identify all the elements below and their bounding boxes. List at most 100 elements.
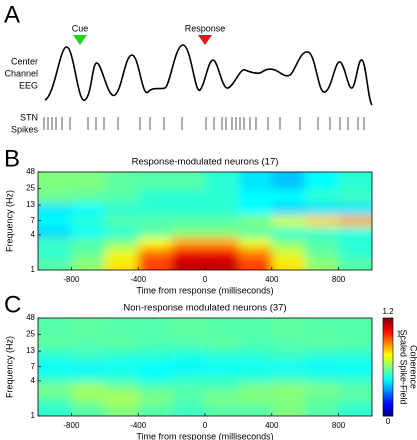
- colorbar-swatch: [383, 340, 393, 343]
- heat-cell: [205, 372, 239, 384]
- y-tick-label: 25: [26, 184, 35, 193]
- heat-cell: [205, 203, 239, 216]
- heat-cell: [338, 335, 372, 350]
- heat-cell: [138, 403, 173, 416]
- heat-cell: [138, 203, 173, 216]
- heat-cell: [138, 372, 173, 384]
- heat-cell: [338, 237, 372, 248]
- heat-cell: [38, 247, 72, 259]
- heat-cell: [104, 203, 139, 216]
- heat-cell: [104, 393, 139, 405]
- heat-cell: [238, 203, 273, 216]
- heat-cell: [338, 172, 372, 191]
- colorbar-swatch: [383, 332, 393, 335]
- colorbar-swatch: [383, 350, 393, 354]
- heat-cell: [71, 237, 106, 248]
- chart-title: Non-response modulated neurons (37): [123, 303, 286, 314]
- heatmap: [38, 318, 372, 416]
- colorbar-swatch: [383, 352, 393, 356]
- heat-cell: [138, 189, 173, 204]
- y-tick-label: 1: [31, 411, 36, 420]
- x-tick-label: -400: [130, 275, 147, 284]
- x-tick-label: 800: [332, 275, 346, 284]
- colorbar-swatch: [383, 409, 393, 413]
- heat-cell: [138, 361, 173, 373]
- heat-cell: [305, 372, 340, 384]
- heat-cell: [138, 335, 173, 350]
- heat-cell: [238, 372, 273, 384]
- heat-cell: [205, 215, 239, 227]
- heat-cell: [305, 393, 340, 405]
- heat-cell: [138, 349, 173, 362]
- heat-cell: [205, 403, 239, 416]
- heat-cell: [305, 172, 340, 191]
- heat-cell: [305, 237, 340, 248]
- heat-cell: [104, 403, 139, 416]
- heat-cell: [305, 215, 340, 227]
- y-tick-label: 7: [31, 362, 36, 371]
- colorbar-swatch: [383, 403, 393, 407]
- heat-cell: [104, 383, 139, 394]
- heat-cell: [271, 203, 306, 216]
- colorbar-tick-label: 1: [397, 329, 402, 338]
- heat-cell: [271, 393, 306, 405]
- heat-cell: [104, 247, 139, 259]
- heat-cell: [171, 393, 206, 405]
- heat-cell: [305, 361, 340, 373]
- colorbar-swatch: [383, 401, 393, 405]
- x-tick-label: 800: [332, 421, 346, 430]
- y-tick-label: 48: [26, 167, 35, 176]
- heat-cell: [305, 203, 340, 216]
- heat-cell: [305, 335, 340, 350]
- heat-cell: [71, 215, 106, 227]
- heat-cell: [38, 172, 72, 191]
- heat-cell: [104, 257, 139, 270]
- heat-cell: [271, 247, 306, 259]
- heat-cell: [338, 318, 372, 337]
- heat-cell: [38, 318, 72, 337]
- colorbar-swatch: [383, 405, 393, 409]
- heat-cell: [171, 361, 206, 373]
- heat-cell: [205, 226, 239, 238]
- heat-cell: [138, 237, 173, 248]
- panel-letter: C: [4, 291, 21, 318]
- heat-cell: [71, 203, 106, 216]
- heat-cell: [171, 257, 206, 270]
- y-tick-label: 4: [31, 230, 36, 239]
- colorbar-swatch: [383, 391, 393, 394]
- x-tick-label: -800: [63, 421, 80, 430]
- heat-cell: [138, 226, 173, 238]
- heat-cell: [238, 318, 273, 337]
- colorbar-swatch: [383, 354, 393, 358]
- heat-cell: [104, 172, 139, 191]
- heat-cell: [38, 335, 72, 350]
- heat-cell: [138, 172, 173, 191]
- heat-cell: [205, 383, 239, 394]
- heat-cell: [71, 372, 106, 384]
- eeg-trace: [44, 44, 373, 106]
- y-tick-label: 13: [26, 200, 35, 209]
- heat-cell: [271, 172, 306, 191]
- colorbar-swatch: [383, 348, 393, 352]
- colorbar-swatch: [383, 322, 393, 325]
- heat-cell: [104, 318, 139, 337]
- spikes-label: Spikes: [11, 124, 39, 134]
- heat-cell: [138, 393, 173, 405]
- heat-cell: [71, 226, 106, 238]
- colorbar-swatch: [383, 326, 393, 329]
- x-tick-label: -800: [63, 275, 80, 284]
- heat-cell: [238, 349, 273, 362]
- heat-cell: [104, 349, 139, 362]
- colorbar-swatch: [383, 360, 393, 364]
- heat-cell: [138, 247, 173, 259]
- heat-cell: [205, 237, 239, 248]
- heat-cell: [305, 318, 340, 337]
- event-label: Cue: [72, 23, 89, 33]
- heat-cell: [171, 203, 206, 216]
- heat-cell: [338, 247, 372, 259]
- heat-cell: [171, 247, 206, 259]
- heat-cell: [171, 189, 206, 204]
- colorbar-swatch: [383, 320, 393, 323]
- heat-cell: [271, 226, 306, 238]
- spikes-label: STN: [20, 112, 38, 122]
